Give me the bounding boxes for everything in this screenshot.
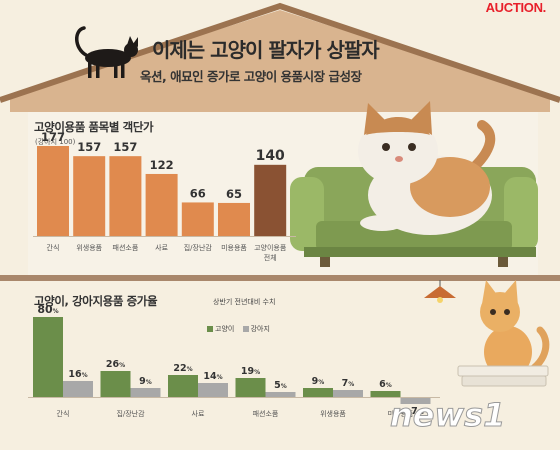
chart2-value-unit: %	[418, 409, 424, 416]
chart2-value-unit: %	[348, 381, 354, 388]
chart2-bar-dog	[130, 388, 161, 397]
watermark-text: news1	[390, 396, 505, 434]
sofa-cat-illustration	[290, 101, 538, 267]
chart1-bar	[109, 156, 142, 236]
chart2-value-unit: %	[187, 366, 193, 373]
lamp-cat-illustration	[424, 280, 550, 387]
chart1-category-label: 패션소품	[113, 243, 139, 252]
chart2-legend: 고양이 강아지	[207, 324, 276, 334]
chart2-bar-dog	[63, 381, 93, 397]
roof-illustration	[0, 0, 560, 112]
chart2-value-label-cat: 26%	[106, 359, 125, 370]
chart1-bar	[181, 202, 214, 236]
chart2-value-label-dog: 9%	[139, 376, 152, 387]
legend-item-cat: 고양이	[207, 325, 234, 333]
page-title: 이제는 고양이 팔자가 상팔자	[152, 38, 380, 62]
chart1-category-label: 집/장난감	[184, 243, 213, 252]
chart1-category-label: 사료	[155, 243, 168, 252]
chart2-value-unit: %	[53, 308, 59, 315]
chart2-value-label-dog: 16%	[68, 369, 87, 380]
chart2-value-label-cat: 19%	[241, 366, 260, 377]
chart2-category-label: 간식	[57, 409, 70, 418]
chart2-bar-cat	[303, 388, 333, 397]
floor-divider	[0, 275, 560, 281]
chart2-bar-dog	[265, 392, 296, 397]
chart2-bar-dog	[400, 397, 431, 404]
chart2-category-label: 사료	[192, 409, 205, 418]
chart2-value-unit: %	[82, 372, 88, 379]
chart2-value-unit: %	[217, 374, 223, 381]
chart2-bar-dog	[333, 390, 363, 397]
chart1-bar	[254, 164, 287, 236]
chart2-category-label: 위생용품	[320, 409, 346, 418]
chart1-value-label: 157	[77, 140, 101, 154]
chart1-value-label: 122	[150, 158, 174, 172]
chart2-value-unit: %	[386, 382, 392, 389]
chart1-value-label: 177	[41, 130, 65, 144]
chart2-value-label-cat: 6%	[379, 379, 392, 390]
legend-label-dog: 강아지	[250, 325, 270, 333]
legend-swatch-cat	[207, 325, 213, 332]
chart1-bar	[73, 156, 106, 236]
chart2-value-label-cat: 22%	[173, 363, 192, 374]
chart2-value-label-cat: 80%	[37, 303, 58, 316]
brand-logo: AUCTION.	[485, 0, 547, 15]
chart1-bar	[218, 202, 250, 236]
chart2-bar-cat	[33, 317, 63, 397]
chart2-value-label-cat: 9%	[312, 376, 325, 387]
chart2-value-unit: %	[119, 362, 125, 369]
chart1-value-label: 140	[256, 148, 285, 164]
chart2-value-unit: %	[146, 379, 152, 386]
chart1-category-label: 위생용품	[76, 243, 102, 252]
chart2-value-label-dog: 14%	[203, 371, 222, 382]
chart1-value-label: 66	[190, 186, 206, 200]
chart1-category-label: 전체	[264, 253, 277, 262]
chart2-bar-cat	[235, 378, 266, 397]
chart1-value-label: 157	[113, 140, 137, 154]
chart1-bar	[37, 145, 69, 236]
chart2-title: 고양이, 강아지용품 증가율	[34, 294, 158, 308]
page-subtitle: 옥션, 애묘인 증가로 고양이 용품시장 급성장	[140, 69, 362, 84]
legend-label-cat: 고양이	[215, 325, 235, 333]
chart2-bar-cat	[100, 371, 131, 397]
cat-silhouette-icon	[75, 26, 138, 78]
chart2-bar-cat	[168, 375, 198, 397]
chart2-category-label: 집/장난감	[116, 409, 145, 418]
chart1-value-label: 65	[226, 187, 242, 201]
chart2-value-unit: %	[254, 369, 260, 376]
chart2-value-unit: %	[318, 379, 324, 386]
chart2-category-label: 미용용품	[388, 409, 414, 418]
legend-swatch-dog	[242, 325, 249, 332]
chart1-bar	[145, 173, 178, 236]
chart2-value-label-dog: 5%	[274, 380, 287, 391]
chart2-bar-dog	[198, 383, 228, 397]
news1-watermark: news1	[390, 396, 506, 435]
chart2-value-unit: %	[281, 383, 287, 390]
chart1-title: 고양이용품 품목별 객단가	[34, 120, 154, 134]
chart2-note: 상반기 전년대비 수치	[213, 298, 276, 306]
chart1-category-label: 간식	[47, 243, 60, 252]
chart2-value-label-dog: -7%	[407, 406, 424, 417]
chart2-category-label: 패션소품	[253, 409, 279, 418]
chart2-bar-cat	[370, 391, 401, 397]
chart1-category-label: 고양이용품	[254, 243, 287, 252]
legend-item-dog: 강아지	[242, 325, 270, 333]
chart2-value-label-dog: 7%	[342, 378, 355, 389]
chart1-category-label: 미용용품	[221, 243, 247, 252]
chart1-note: (강아지 100)	[35, 138, 76, 146]
